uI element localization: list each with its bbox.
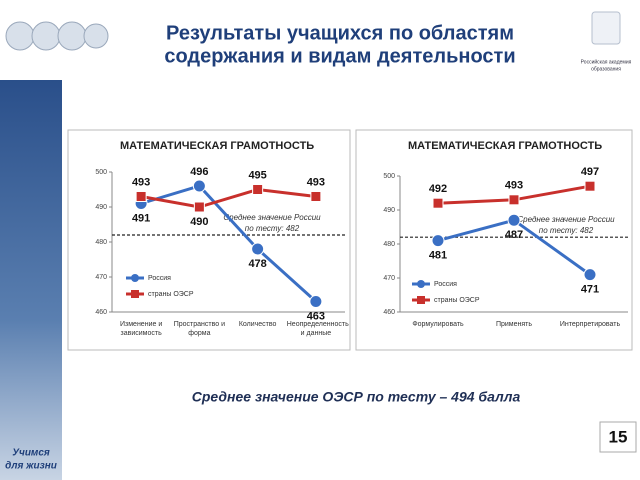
y-tick-label: 480 (383, 241, 395, 248)
y-tick-label: 500 (383, 173, 395, 180)
annotation: Среднее значение России (223, 213, 321, 222)
data-label: 492 (429, 183, 447, 195)
x-tick-label: Пространство и форма (173, 321, 226, 337)
legend-label: Россия (148, 275, 171, 282)
footer-note: Среднее значение ОЭСР по тесту – 494 бал… (192, 389, 521, 405)
data-label: 463 (307, 310, 325, 322)
x-tick-label: Применять (495, 321, 533, 328)
data-label: 481 (429, 250, 447, 262)
data-label: 496 (190, 166, 208, 178)
point (431, 234, 445, 248)
motto: для жизни (5, 461, 57, 472)
point (192, 179, 206, 193)
point (508, 194, 520, 206)
logo-text: образования (591, 66, 621, 72)
y-tick-label: 460 (383, 309, 395, 316)
slide-title: Результаты учащихся по областям (166, 22, 514, 44)
chart-panel (355, 129, 633, 351)
x-tick-label: Формулировать (412, 321, 464, 328)
data-label: 493 (505, 180, 523, 192)
point (252, 184, 264, 195)
data-label: 478 (248, 258, 266, 270)
point (193, 201, 205, 213)
data-label: 495 (248, 169, 266, 181)
motto: Учимся (12, 448, 50, 459)
point (251, 242, 265, 256)
point (583, 268, 597, 282)
point (507, 213, 521, 227)
data-label: 491 (132, 212, 150, 224)
series-line (140, 184, 317, 303)
legend-label: Россия (434, 281, 457, 288)
legend-marker (131, 290, 139, 298)
logo-text: Российская академия (581, 58, 632, 65)
chart-title: МАТЕМАТИЧЕСКАЯ ГРАМОТНОСТЬ (408, 140, 602, 152)
sidebar-image (0, 80, 62, 480)
data-label: 493 (307, 176, 325, 188)
x-tick-label: Неопределенность и данные (286, 321, 349, 337)
header-decoration (5, 21, 109, 51)
data-label: 490 (190, 216, 208, 228)
annotation: Среднее значение России (517, 215, 615, 224)
x-tick-label: Интерпретировать (559, 321, 621, 328)
data-label: 487 (505, 229, 523, 241)
legend-label: страны ОЭСР (434, 297, 480, 304)
data-label: 471 (581, 284, 599, 296)
y-tick-label: 470 (95, 274, 107, 281)
data-label: 493 (132, 176, 150, 188)
legend-label: страны ОЭСР (148, 291, 194, 298)
y-tick-label: 480 (95, 239, 107, 246)
point (432, 197, 444, 209)
legend-marker (417, 296, 425, 304)
annotation: по тесту: 482 (539, 226, 594, 235)
point (135, 191, 147, 202)
x-tick-label: Количество (238, 321, 277, 328)
x-tick-label: Изменение и зависимость (120, 321, 163, 337)
page-number: 15 (609, 427, 628, 446)
page-number-box (599, 421, 637, 453)
y-tick-label: 490 (95, 204, 107, 211)
point (584, 180, 596, 192)
y-tick-label: 490 (383, 207, 395, 214)
point (310, 191, 322, 202)
y-tick-label: 470 (383, 275, 395, 282)
chart-title: МАТЕМАТИЧЕСКАЯ ГРАМОТНОСТЬ (120, 140, 314, 152)
chart-panel (67, 129, 351, 351)
legend-marker (417, 280, 425, 288)
data-label: 497 (581, 166, 599, 178)
legend-marker (131, 274, 139, 282)
y-tick-label: 460 (95, 309, 107, 316)
logo-emblem (591, 11, 621, 45)
slide-title: содержания и видам деятельности (164, 45, 515, 67)
series-line (140, 187, 317, 209)
annotation: по тесту: 482 (245, 224, 300, 233)
y-tick-label: 500 (95, 169, 107, 176)
point (309, 295, 323, 308)
